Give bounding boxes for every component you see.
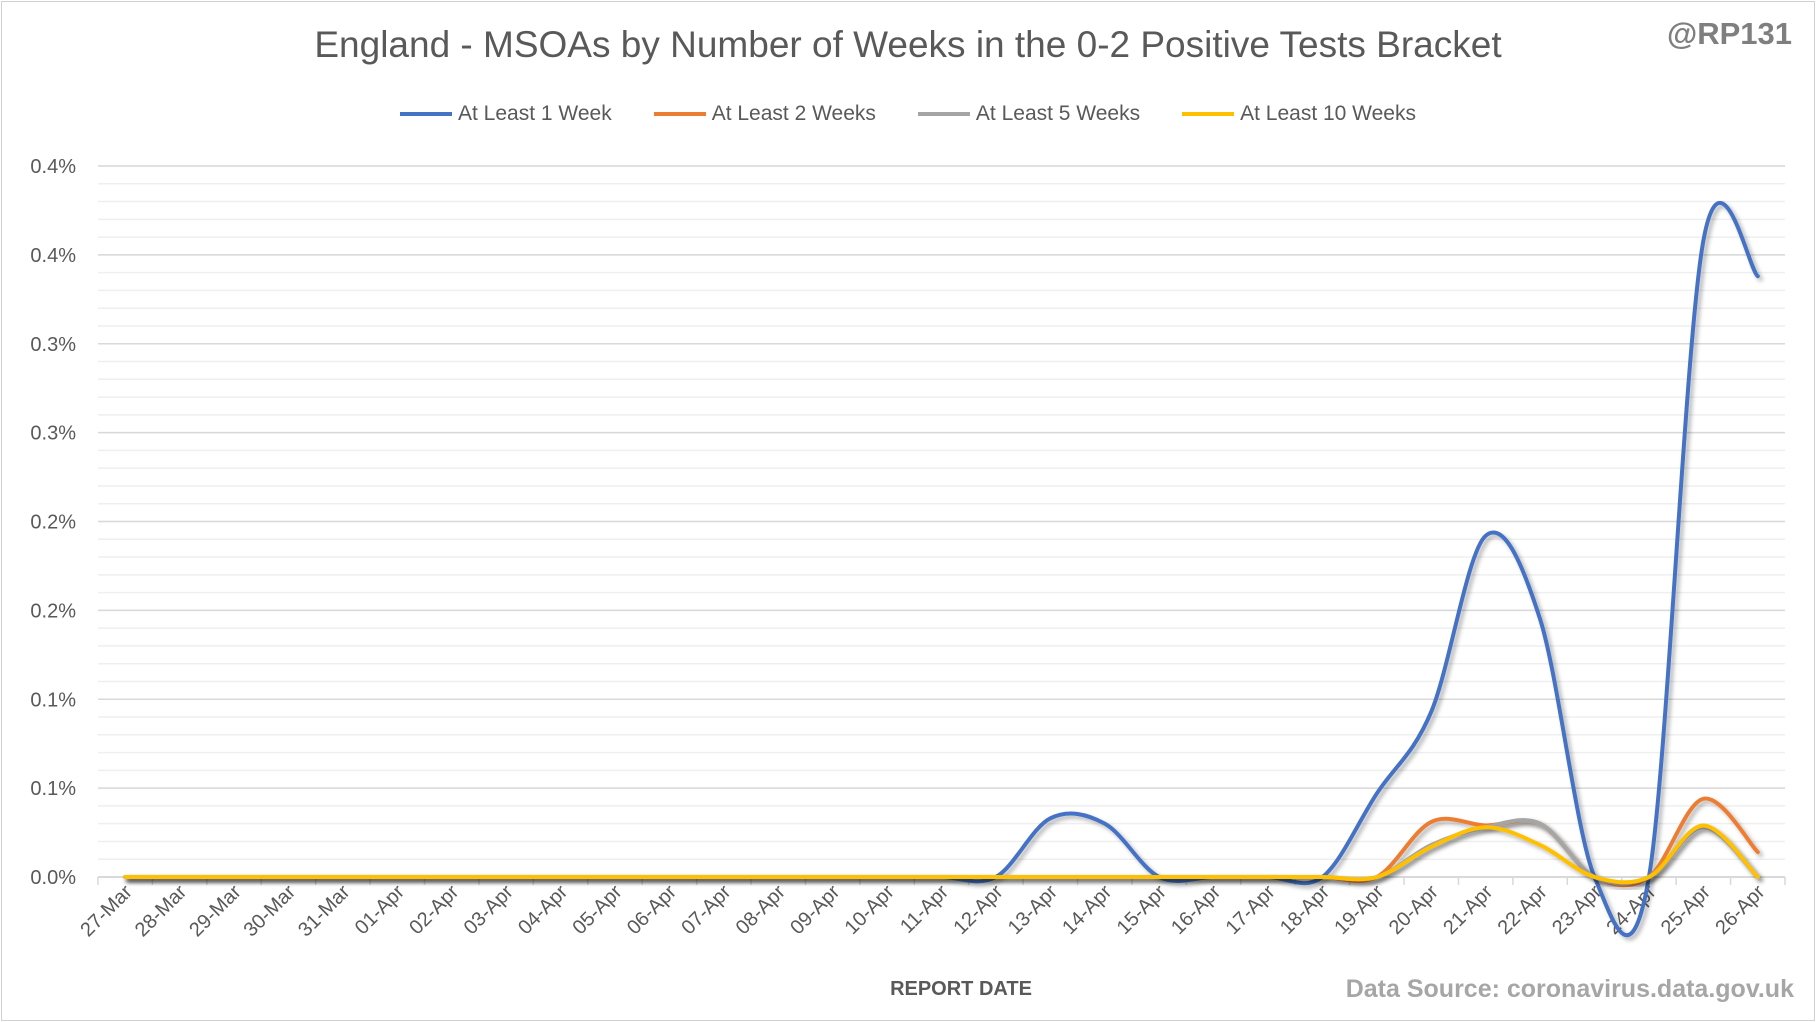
legend-item: At Least 1 Week [400, 102, 612, 126]
legend-label: At Least 5 Weeks [975, 102, 1141, 125]
legend-swatch [917, 112, 970, 116]
y-tick-label: 0.3% [30, 334, 76, 356]
x-tick-label: 28-Mar [131, 881, 192, 942]
legend-swatch [1182, 112, 1235, 116]
series-line-4 [123, 823, 1760, 885]
x-tick-label: 11-Apr [896, 881, 953, 938]
legend: At Least 1 Week At Least 2 Weeks At Least … [0, 102, 1816, 126]
y-tick-label: 0.3% [30, 423, 76, 445]
x-tick-label: 31-Mar [294, 881, 355, 942]
x-tick-label: 06-Apr [623, 881, 681, 939]
x-tick-label: 22-Apr [1494, 881, 1552, 939]
y-tick-label: 0.4% [30, 245, 76, 267]
legend-swatch [653, 112, 706, 116]
x-tick-label: 08-Apr [732, 881, 790, 939]
legend-item: At Least 2 Weeks [653, 102, 876, 126]
x-tick-label: 03-Apr [460, 881, 518, 939]
x-tick-label: 19-Apr [1330, 881, 1388, 939]
series-line-3 [123, 818, 1760, 886]
x-tick-label: 13-Apr [1004, 881, 1062, 939]
chart-title: England - MSOAs by Number of Weeks in th… [314, 24, 1502, 65]
x-tick-label: 29-Mar [185, 881, 246, 942]
x-tick-label: 04-Apr [514, 881, 572, 939]
x-axis-title: REPORT DATE [890, 978, 1032, 1000]
x-tick-label: 26-Apr [1711, 881, 1769, 939]
legend-label: At Least 2 Weeks [711, 102, 876, 125]
x-tick-label: 27-Mar [76, 881, 137, 942]
legend-item: At Least 10 Weeks [1182, 102, 1416, 126]
x-tick-label: 18-Apr [1276, 881, 1334, 939]
x-tick-label: 20-Apr [1385, 881, 1443, 939]
series-line-1 [123, 201, 1760, 938]
x-tick-label: 12-Apr [949, 881, 1007, 939]
x-tick-label: 21-Apr [1439, 881, 1497, 939]
x-tick-label: 25-Apr [1657, 881, 1715, 939]
y-tick-label: 0.1% [30, 689, 76, 711]
x-tick-label: 15-Apr [1113, 881, 1171, 939]
y-tick-label: 0.4% [30, 156, 76, 178]
y-tick-label: 0.2% [30, 512, 76, 534]
x-tick-label: 09-Apr [786, 881, 844, 939]
x-tick-label: 16-Apr [1167, 881, 1225, 939]
legend-item: At Least 5 Weeks [917, 102, 1141, 126]
y-tick-label: 0.2% [30, 600, 76, 622]
legend-label: At Least 1 Week [458, 102, 612, 125]
legend-swatch [400, 112, 452, 116]
y-tick-label: 0.1% [30, 778, 76, 800]
legend-label: At Least 10 Weeks [1240, 102, 1416, 125]
x-tick-label: 07-Apr [677, 881, 735, 939]
author-handle: @RP131 [1666, 16, 1792, 51]
data-source: Data Source: coronavirus.data.gov.uk [1345, 975, 1794, 1003]
x-tick-label: 01-Apr [351, 881, 409, 939]
x-tick-label: 17-Apr [1222, 881, 1280, 939]
x-tick-label: 02-Apr [405, 881, 463, 939]
x-tick-label: 05-Apr [569, 881, 627, 939]
x-tick-label: 10-Apr [841, 881, 899, 939]
y-tick-label: 0.0% [30, 867, 76, 889]
x-tick-label: 14-Apr [1058, 881, 1116, 939]
x-tick-label: 30-Mar [240, 881, 301, 942]
